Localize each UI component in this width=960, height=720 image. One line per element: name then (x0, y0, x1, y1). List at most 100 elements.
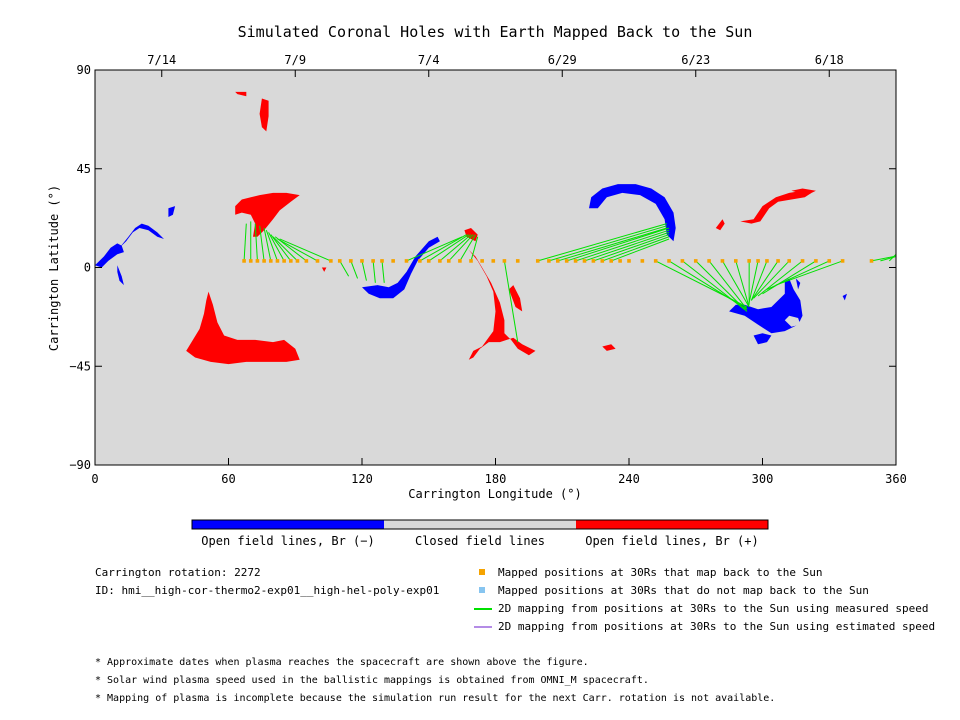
colorbar-segment (192, 520, 384, 529)
mapped-point (329, 259, 333, 263)
mapped-point (380, 259, 384, 263)
mapping-line (263, 227, 272, 262)
mapped-point (262, 259, 266, 263)
positive-coronal-hole (235, 192, 300, 237)
mapping-line (361, 260, 367, 281)
mapping-line (871, 256, 894, 262)
mapped-point (707, 259, 711, 263)
y-tick-label: −90 (69, 458, 91, 472)
mapping-line (259, 225, 265, 261)
mapping-line (503, 260, 519, 343)
mapping-line (270, 234, 292, 262)
mapping-line (470, 236, 479, 262)
mapping-line (243, 223, 247, 261)
mapped-point (349, 259, 353, 263)
y-tick-label: 0 (84, 261, 91, 275)
x-tick-label: 300 (752, 472, 774, 486)
legend-line-marker (474, 608, 492, 610)
legend-label: Mapped positions at 30Rs that map back t… (498, 566, 823, 579)
y-tick-label: 45 (77, 162, 91, 176)
y-axis-ticks: 90 45 0 −45 −90 (69, 63, 896, 472)
mapped-point (502, 259, 507, 263)
y-tick-label: 90 (77, 63, 91, 77)
mapped-point (371, 259, 375, 263)
x-tick-label: 360 (885, 472, 907, 486)
note-incomplete: * Mapping of plasma is incomplete becaus… (95, 693, 776, 704)
mapped-point (609, 259, 613, 263)
mapped-point (491, 259, 496, 263)
mapping-line (548, 225, 667, 262)
date-tick-label: 6/23 (681, 53, 710, 67)
mapped-point (304, 259, 309, 263)
y-axis-label: Carrington Latitude (°) (47, 185, 61, 351)
x-tick-label: 60 (221, 472, 235, 486)
colorbar-label: Closed field lines (415, 534, 545, 548)
date-tick-label: 7/4 (418, 53, 440, 67)
mapping-line (575, 229, 670, 262)
mapped-point (295, 259, 300, 263)
mapping-line (557, 227, 667, 262)
mapping-line (748, 260, 759, 303)
mapping-line (459, 234, 476, 262)
mapped-point (360, 259, 364, 263)
x-tick-label: 0 (91, 472, 98, 486)
mapping-line (750, 260, 779, 301)
positive-polarity-holes (186, 91, 816, 365)
mapping-line (265, 230, 278, 262)
mapped-point (827, 259, 832, 263)
legend-label: 2D mapping from positions at 30Rs to the… (498, 602, 929, 615)
mapping-line (350, 260, 359, 279)
mapping-line (272, 236, 298, 262)
mapped-point (800, 259, 805, 263)
mapping-line (602, 236, 670, 262)
negative-coronal-hole (842, 293, 847, 301)
mapping-line (753, 260, 790, 299)
mapped-point (255, 259, 260, 263)
positive-coronal-hole (259, 98, 269, 132)
mapping-line (381, 260, 385, 283)
mapping-line (695, 260, 748, 312)
mapped-point (315, 259, 320, 263)
mapping-line (537, 223, 667, 262)
date-tick-label: 6/29 (548, 53, 577, 67)
mapping-line (339, 260, 350, 277)
mapped-point (627, 259, 631, 263)
mapping-line (757, 260, 803, 297)
positive-coronal-hole (468, 249, 536, 360)
negative-polarity-holes (95, 184, 847, 345)
mapped-point (765, 259, 769, 263)
legend-label: 2D mapping from positions at 30Rs to the… (498, 620, 936, 633)
mapping-line (682, 260, 748, 312)
run-id: ID: hmi__high-cor-thermo2-exp01__high-he… (95, 584, 440, 597)
mapped-point (268, 259, 273, 263)
mapping-line (708, 260, 748, 310)
mapping-line (277, 238, 318, 262)
mapping-line (419, 234, 467, 262)
mapped-point (547, 259, 551, 263)
mapping-line (279, 238, 332, 262)
plot-background (95, 70, 896, 465)
mapping-line (584, 231, 670, 262)
note-speed-source: * Solar wind plasma speed used in the ba… (95, 675, 649, 686)
mapping-line (268, 232, 285, 262)
colorbar-label: Open field lines, Br (+) (585, 534, 758, 548)
x-axis-ticks: 0 60 120 180 240 300 360 (91, 458, 907, 486)
colorbar-label: Open field lines, Br (−) (201, 534, 374, 548)
date-tick-label: 7/9 (284, 53, 306, 67)
mapping-line (750, 260, 768, 301)
positive-coronal-hole (235, 91, 247, 97)
chart-title: Simulated Coronal Holes with Earth Mappe… (238, 23, 753, 41)
y-tick-label: −45 (69, 359, 91, 373)
positive-coronal-hole (602, 344, 616, 351)
negative-coronal-hole (117, 265, 124, 286)
mapped-point (289, 259, 293, 263)
note-dates: * Approximate dates when plasma reaches … (95, 657, 589, 668)
x-tick-label: 240 (618, 472, 640, 486)
mapping-line (593, 234, 670, 262)
mapping-line (372, 260, 376, 283)
legend-label: Mapped positions at 30Rs that do not map… (498, 584, 869, 597)
mapped-point (653, 259, 658, 263)
positive-coronal-hole (464, 228, 478, 242)
negative-coronal-hole (795, 278, 801, 290)
mapping-line (735, 260, 750, 308)
